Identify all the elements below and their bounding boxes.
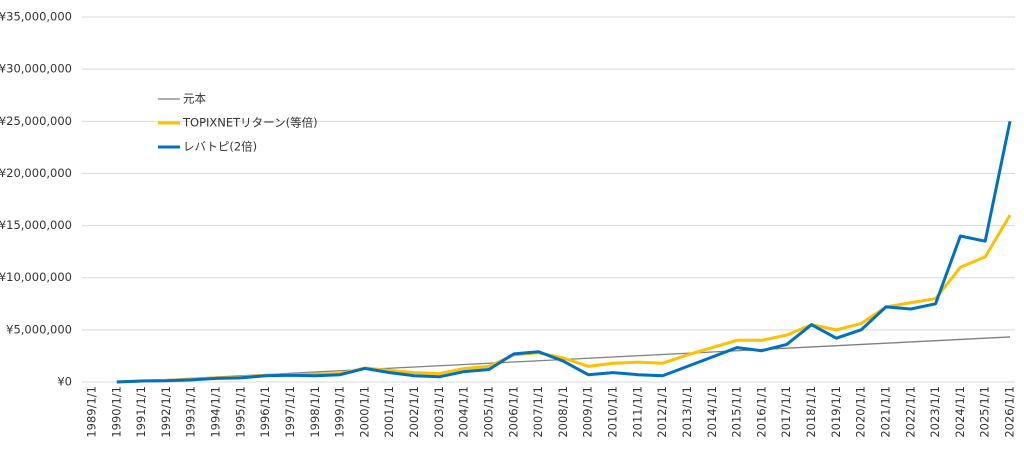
x-tick-label: 1989/1/1	[85, 386, 99, 438]
series-line	[116, 120, 1012, 384]
x-tick-label: 1992/1/1	[159, 386, 173, 438]
y-tick-label: ¥0	[57, 375, 72, 389]
x-tick-label: 1990/1/1	[109, 386, 123, 438]
x-tick-label: 2013/1/1	[680, 386, 694, 438]
x-tick-label: 2001/1/1	[382, 386, 396, 438]
y-tick-label: ¥35,000,000	[0, 10, 72, 24]
x-tick-label: 1998/1/1	[308, 386, 322, 438]
x-tick-label: 1993/1/1	[184, 386, 198, 438]
y-tick-label: ¥5,000,000	[6, 322, 72, 336]
x-tick-label: 2007/1/1	[531, 386, 545, 438]
x-tick-label: 2020/1/1	[854, 386, 868, 438]
x-tick-label: 2025/1/1	[978, 386, 992, 438]
x-tick-label: 2010/1/1	[606, 386, 620, 438]
y-tick-label: ¥30,000,000	[0, 62, 72, 76]
y-tick-label: ¥15,000,000	[0, 218, 72, 232]
x-tick-label: 2023/1/1	[928, 386, 942, 438]
x-tick-label: 2006/1/1	[506, 386, 520, 438]
x-tick-label: 2026/1/1	[1003, 386, 1017, 438]
x-tick-label: 2003/1/1	[432, 386, 446, 438]
x-tick-label: 2015/1/1	[730, 386, 744, 438]
x-tick-label: 2008/1/1	[556, 386, 570, 438]
x-tick-label: 2005/1/1	[481, 386, 495, 438]
x-tick-label: 2021/1/1	[878, 386, 892, 438]
x-tick-label: 2009/1/1	[581, 386, 595, 438]
x-tick-label: 2014/1/1	[705, 386, 719, 438]
x-tick-label: 2017/1/1	[779, 386, 793, 438]
x-tick-label: 2024/1/1	[953, 386, 967, 438]
x-tick-label: 1997/1/1	[283, 386, 297, 438]
x-tick-label: 2004/1/1	[457, 386, 471, 438]
x-tick-label: 2018/1/1	[804, 386, 818, 438]
y-tick-label: ¥10,000,000	[0, 270, 72, 284]
x-tick-label: 2002/1/1	[407, 386, 421, 438]
x-tick-label: 2011/1/1	[630, 386, 644, 438]
x-tick-label: 2016/1/1	[754, 386, 768, 438]
x-tick-label: 1994/1/1	[209, 386, 223, 438]
legend-label: レバトピ(2倍)	[183, 140, 257, 154]
legend-label: 元本	[183, 92, 206, 106]
legend-label: TOPIXNETリターン(等倍)	[182, 116, 318, 130]
y-tick-label: ¥20,000,000	[0, 166, 72, 180]
x-tick-label: 2019/1/1	[829, 386, 843, 438]
x-tick-label: 1996/1/1	[258, 386, 272, 438]
y-tick-label: ¥25,000,000	[0, 114, 72, 128]
series-line	[116, 214, 1012, 384]
x-tick-label: 2000/1/1	[357, 386, 371, 438]
x-tick-label: 1991/1/1	[134, 386, 148, 438]
x-tick-label: 1999/1/1	[333, 386, 347, 438]
x-tick-label: 1995/1/1	[233, 386, 247, 438]
x-tick-label: 2022/1/1	[903, 386, 917, 438]
x-tick-label: 2012/1/1	[655, 386, 669, 438]
